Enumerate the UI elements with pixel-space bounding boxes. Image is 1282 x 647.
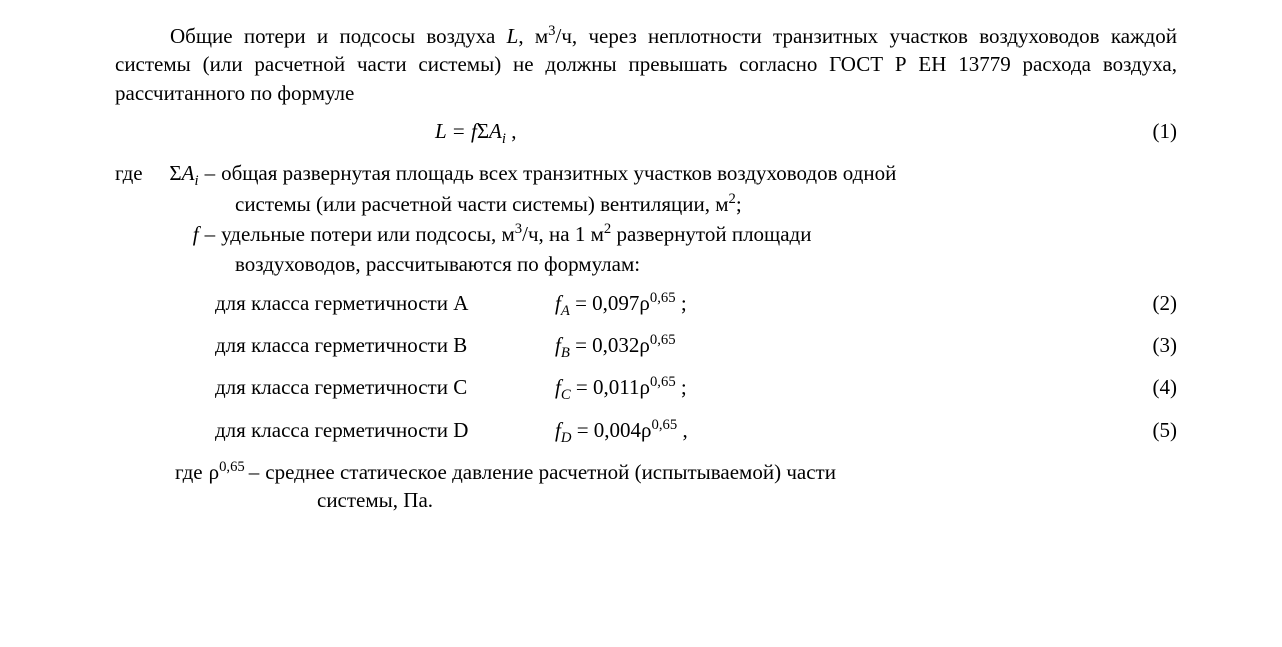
def1-text-2a: системы (или расчетной части системы) ве…: [235, 192, 729, 216]
def-sym-f: f: [149, 220, 205, 248]
equation-D-row: для класса герметичности D fD = 0,004ρ0,…: [115, 416, 1177, 444]
equation-C-row: для класса герметичности С fC = 0,011ρ0,…: [115, 373, 1177, 401]
eqD-tail: ,: [677, 418, 688, 442]
eqA-tail: ;: [676, 291, 687, 315]
eqC-sub: C: [561, 388, 571, 404]
def1-dash: –: [205, 159, 222, 187]
def1-i: i: [194, 174, 198, 190]
eqB-coef: = 0,032: [570, 333, 640, 357]
eqB-label: для класса герметичности В: [215, 331, 555, 359]
eqC-body: fC = 0,011ρ0,65 ;: [555, 373, 1127, 401]
equation-A-row: для класса герметичности А fA = 0,097ρ0,…: [115, 289, 1177, 317]
eq1-sigma: Σ: [477, 119, 489, 143]
equation-1-body: L = fΣAi ,: [435, 117, 1127, 145]
eqA-rho: ρ: [639, 291, 649, 315]
eqC-tail: ;: [676, 375, 687, 399]
def1-sup2: 2: [729, 191, 736, 207]
def2-text-1a: удельные потери или подсосы, м: [221, 222, 515, 246]
eqA-number: (2): [1127, 289, 1177, 317]
def-sym-sigmaA: ΣAi: [149, 159, 205, 187]
def-lead-where: где: [115, 159, 149, 187]
eqD-sub: D: [561, 430, 572, 446]
eqC-rho: ρ: [639, 375, 649, 399]
eqA-label: для класса герметичности А: [215, 289, 555, 317]
final-rho: ρ: [209, 460, 219, 484]
final-text-2: системы, Па.: [317, 486, 1177, 514]
def2-text-1b: /ч, на 1 м: [522, 222, 604, 246]
eqD-number: (5): [1127, 416, 1177, 444]
final-text-1: среднее статическое давление расчетной (…: [265, 458, 1177, 486]
def2-text-1c: развернутой площади: [611, 222, 811, 246]
equation-1-number: (1): [1127, 117, 1177, 145]
final-definition-row: где ρ0,65 – среднее статическое давление…: [175, 458, 1177, 486]
final-exp: 0,65: [219, 459, 245, 475]
eq1-A: A: [489, 119, 502, 143]
eqB-number: (3): [1127, 331, 1177, 359]
final-lead: где: [175, 458, 209, 486]
document-page: Общие потери и подсосы воздуха L, м3/ч, …: [0, 0, 1282, 535]
def2-dash: –: [205, 220, 222, 248]
eqC-label: для класса герметичности С: [215, 373, 555, 401]
eqB-sub: B: [561, 345, 570, 361]
def2-text-2: воздуховодов, рассчитываются по формулам…: [235, 250, 1177, 278]
eq1-lhs: L = f: [435, 119, 477, 143]
eqA-coef: = 0,097: [570, 291, 640, 315]
eqB-body: fB = 0,032ρ0,65: [555, 331, 1127, 359]
eqB-exp: 0,65: [650, 332, 676, 348]
eqC-exp: 0,65: [650, 374, 676, 390]
definitions-block: где ΣAi – общая развернутая площадь всех…: [115, 159, 1177, 278]
equation-1-row: L = fΣAi , (1): [115, 117, 1177, 145]
def1-semi: ;: [736, 192, 742, 216]
eqA-body: fA = 0,097ρ0,65 ;: [555, 289, 1127, 317]
sup-3: 3: [548, 23, 555, 39]
eqA-sub: A: [561, 303, 570, 319]
def1-A: A: [182, 161, 195, 185]
eqC-coef: = 0,011: [571, 375, 640, 399]
symbol-L: L: [507, 24, 519, 48]
intro-text-1: Общие потери и подсосы воздуха: [170, 24, 507, 48]
def-sigma-A-row: где ΣAi – общая развернутая площадь всех…: [115, 159, 1177, 187]
intro-text-1c: /ч, через неплотности транзитных: [556, 24, 879, 48]
def2-text-1: удельные потери или подсосы, м3/ч, на 1 …: [221, 220, 1177, 248]
eqD-exp: 0,65: [652, 417, 678, 433]
def-f-row: где f – удельные потери или подсосы, м3/…: [115, 220, 1177, 248]
equation-B-row: для класса герметичности В fB = 0,032ρ0,…: [115, 331, 1177, 359]
def1-text-1: общая развернутая площадь всех транзитны…: [221, 159, 1177, 187]
eqD-label: для класса герметичности D: [215, 416, 555, 444]
def1-sigma: Σ: [169, 161, 181, 185]
eqD-coef: = 0,004: [571, 418, 641, 442]
eqC-number: (4): [1127, 373, 1177, 401]
eqA-exp: 0,65: [650, 290, 676, 306]
intro-text-1b: , м: [518, 24, 548, 48]
eqD-body: fD = 0,004ρ0,65 ,: [555, 416, 1127, 444]
intro-paragraph: Общие потери и подсосы воздуха L, м3/ч, …: [115, 22, 1177, 107]
eqD-rho: ρ: [641, 418, 651, 442]
def1-text-2: системы (или расчетной части системы) ве…: [235, 190, 1177, 218]
eq1-tail: ,: [506, 119, 517, 143]
final-sym: ρ0,65: [209, 458, 249, 486]
final-dash: –: [249, 458, 266, 486]
eqB-rho: ρ: [639, 333, 649, 357]
